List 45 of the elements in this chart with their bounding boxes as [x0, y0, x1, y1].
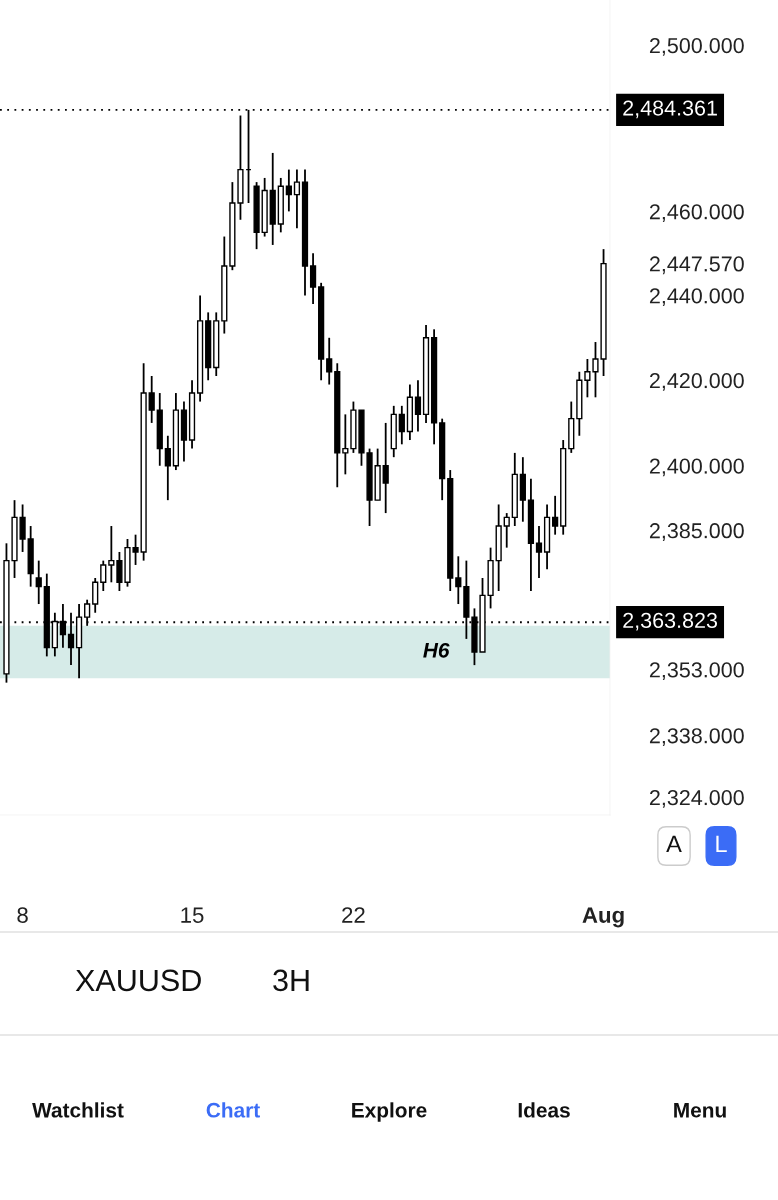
y-tick-label: 2,338.000 [649, 728, 744, 746]
candlestick [148, 375, 155, 424]
y-tick-label: 2,500.000 [649, 38, 744, 56]
candlestick [285, 168, 292, 213]
text: Chart [206, 1102, 260, 1118]
x-tick-label: Aug [582, 907, 624, 928]
candlestick [164, 434, 171, 502]
candlestick [326, 336, 333, 386]
candlestick [293, 168, 301, 230]
candlestick [84, 598, 91, 627]
text: 3H [273, 969, 309, 992]
text: A [666, 835, 682, 853]
candlestick [414, 379, 422, 433]
candlestick [503, 512, 510, 549]
x-tick-label: 15 [181, 907, 204, 923]
candlestick [398, 404, 405, 446]
y-tick-label: 2,447.570 [649, 256, 744, 275]
text: Watchlist [32, 1102, 124, 1118]
candlestick [309, 252, 317, 305]
text: Menu [674, 1103, 726, 1118]
candlestick [535, 525, 543, 579]
text: L [716, 835, 727, 853]
y-tick-label: 2,400.000 [649, 458, 744, 477]
ref-line-label: 2,484.361 [623, 100, 717, 119]
x-tick-label: 8 [17, 907, 28, 923]
y-tick-label: 2,385.000 [649, 523, 744, 541]
text: XAUUSD [75, 969, 201, 992]
candlestick [35, 559, 42, 605]
y-tick-label: 2,440.000 [649, 288, 744, 307]
ref-line-label: 2,363.823 [623, 612, 718, 631]
candlestick [108, 525, 115, 584]
candlestick [455, 555, 462, 605]
y-tick-label: 2,460.000 [649, 204, 744, 222]
text: Ideas [518, 1102, 570, 1118]
candlestick [382, 422, 389, 514]
candlestick [552, 494, 559, 536]
text: Explore [352, 1102, 427, 1122]
y-tick-label: 2,420.000 [649, 373, 744, 391]
y-tick-label: 2,353.000 [649, 662, 744, 681]
candlestick [100, 559, 107, 592]
x-tick-label: 22 [342, 907, 365, 923]
candlestick [92, 577, 99, 614]
candlestick [342, 413, 349, 476]
band-label: H6 [423, 642, 450, 658]
y-tick-label: 2,324.000 [649, 790, 744, 808]
